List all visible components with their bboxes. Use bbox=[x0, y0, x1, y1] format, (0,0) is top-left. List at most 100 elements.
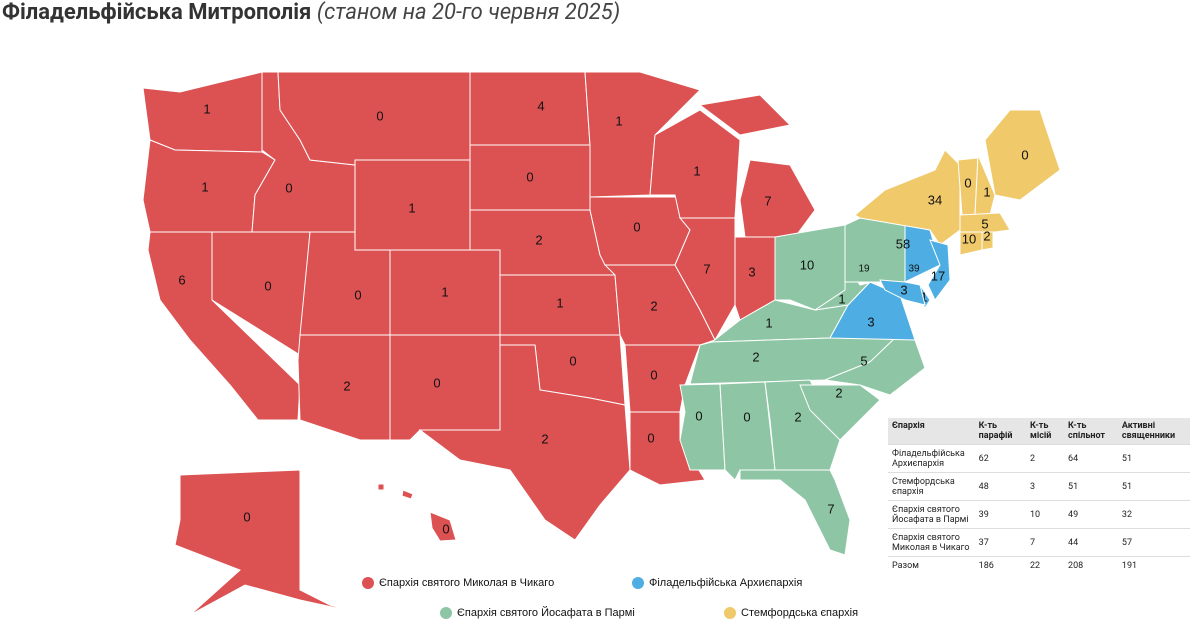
state-shape bbox=[959, 212, 1011, 233]
legend-label: Стемфордська єпархія bbox=[741, 607, 858, 619]
state: 0 bbox=[984, 109, 1061, 201]
table-header: Єпархія К-ть парафій К-ть місій К-ть спільн… bbox=[888, 418, 1190, 445]
state-value: 0 bbox=[442, 521, 449, 536]
state-value: 1 bbox=[408, 200, 415, 215]
legend-label: Філадельфійська Архиєпархія bbox=[649, 577, 802, 589]
state-value: 2 bbox=[541, 431, 548, 446]
table-cell: 49 bbox=[1064, 500, 1118, 529]
state-shape bbox=[823, 337, 926, 396]
column-header: К-ть місій bbox=[1025, 418, 1065, 445]
table-cell: Єпархія святого Йосафата в Пармі bbox=[888, 500, 975, 529]
table-row: Єпархія святого Йосафата в Пармі 39 10 49 32 bbox=[888, 500, 1190, 529]
state-value: 19 bbox=[858, 264, 870, 275]
state-value: 34 bbox=[928, 192, 942, 207]
table-cell: 51 bbox=[1117, 444, 1190, 473]
column-header: К-ть спільнот bbox=[1064, 418, 1118, 445]
state-shape bbox=[679, 383, 726, 471]
state-value: 2 bbox=[650, 298, 657, 313]
state-shape bbox=[401, 489, 414, 500]
state-shape bbox=[377, 483, 385, 491]
column-header: К-ть парафій bbox=[974, 418, 1026, 445]
table-cell: 3 bbox=[1025, 472, 1065, 501]
state-value: 0 bbox=[264, 278, 271, 293]
state-value: 1 bbox=[765, 315, 772, 330]
state-shape bbox=[739, 159, 816, 238]
state-value: 0 bbox=[964, 175, 971, 190]
state: 7 bbox=[674, 217, 736, 342]
state-value: 1 bbox=[556, 295, 563, 310]
table-cell: 22 bbox=[1025, 556, 1065, 575]
state-value: 1 bbox=[920, 289, 927, 304]
table-cell: Філадельфійська Архиєпархія bbox=[888, 444, 975, 473]
state-value: 1 bbox=[615, 113, 622, 128]
subtitle: (станом на 20-го червня 2025) bbox=[316, 0, 621, 25]
state-value: 0 bbox=[376, 108, 383, 123]
state-value: 3 bbox=[900, 282, 907, 297]
state-value: 7 bbox=[827, 501, 834, 516]
state-value: 2 bbox=[343, 378, 350, 393]
state-shape bbox=[418, 344, 631, 541]
table-cell: 64 bbox=[1064, 444, 1118, 473]
state-shape bbox=[739, 469, 851, 556]
table-cell: 32 bbox=[1117, 500, 1190, 529]
state: 0 bbox=[679, 383, 726, 471]
state: 0 bbox=[389, 334, 501, 441]
state-value: 3 bbox=[867, 314, 874, 329]
legend-swatch bbox=[724, 607, 736, 619]
state-shape bbox=[277, 71, 471, 166]
state-value: 7 bbox=[764, 193, 771, 208]
state-value: 1 bbox=[693, 163, 700, 178]
summary-table: Єпархія К-ть парафій К-ть місій К-ть спільн… bbox=[888, 418, 1190, 575]
state-shape bbox=[674, 217, 736, 342]
title: Філадельфійська Митрополія (станом на 20… bbox=[2, 0, 620, 25]
state-value: 7 bbox=[703, 261, 710, 276]
state-value: 0 bbox=[285, 180, 292, 195]
table-cell: 37 bbox=[974, 528, 1026, 557]
table-cell: 57 bbox=[1117, 528, 1190, 557]
state-value: 0 bbox=[650, 367, 657, 382]
state-value: 4 bbox=[537, 98, 544, 113]
state: 0 bbox=[277, 71, 471, 166]
state: 7 bbox=[739, 469, 851, 556]
table-cell: 48 bbox=[974, 472, 1026, 501]
state-value: 3 bbox=[748, 264, 755, 279]
state-shape bbox=[927, 239, 951, 301]
state: 1 bbox=[389, 249, 501, 336]
state-shape bbox=[174, 469, 356, 616]
table-cell: 2 bbox=[1025, 444, 1065, 473]
legend-item: Філадельфійська Архиєпархія bbox=[632, 577, 802, 589]
table-cell: 186 bbox=[974, 556, 1026, 575]
state: 10 bbox=[959, 231, 983, 256]
state-value: 2 bbox=[752, 349, 759, 364]
state-value: 0 bbox=[695, 408, 702, 423]
table-cell: 10 bbox=[1025, 500, 1065, 529]
state-shape bbox=[469, 71, 591, 146]
state-value: 1 bbox=[838, 291, 845, 306]
column-header: Активні священники bbox=[1117, 418, 1190, 445]
state-value: 0 bbox=[433, 375, 440, 390]
table-cell: 44 bbox=[1064, 528, 1118, 557]
state-value: 10 bbox=[800, 257, 814, 272]
table-cell: Стемфордська єпархія bbox=[888, 472, 975, 501]
state-value: 1 bbox=[983, 184, 990, 199]
state-value: 2 bbox=[835, 385, 842, 400]
state-value: 1 bbox=[441, 284, 448, 299]
state-value: 1 bbox=[201, 179, 208, 194]
state-value: 0 bbox=[243, 509, 250, 524]
state-value: 0 bbox=[633, 219, 640, 234]
table-row: Разом 186 22 208 191 bbox=[888, 556, 1190, 575]
state: 0 bbox=[589, 196, 691, 266]
state: 2 bbox=[799, 384, 881, 441]
map-label: 58 bbox=[896, 236, 910, 251]
state-value: 0 bbox=[1021, 147, 1028, 162]
table-cell: 208 bbox=[1064, 556, 1118, 575]
state-value: 0 bbox=[743, 409, 750, 424]
state: 1 bbox=[142, 71, 263, 153]
table-cell: 51 bbox=[1117, 472, 1190, 501]
state-shape bbox=[879, 279, 926, 306]
state-value: 39 bbox=[908, 264, 920, 275]
table-cell: 62 bbox=[974, 444, 1026, 473]
state-value: 6 bbox=[178, 272, 185, 287]
